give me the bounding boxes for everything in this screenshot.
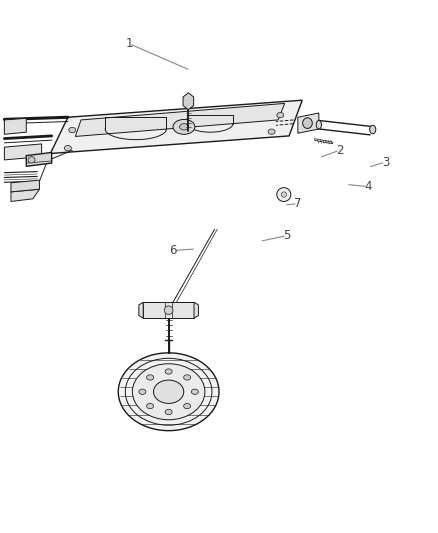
Polygon shape <box>298 113 319 133</box>
Polygon shape <box>194 302 198 318</box>
Ellipse shape <box>303 118 312 128</box>
Polygon shape <box>75 103 285 136</box>
Ellipse shape <box>164 306 173 314</box>
Text: 6: 6 <box>169 244 177 257</box>
Polygon shape <box>4 118 26 134</box>
Ellipse shape <box>165 409 172 415</box>
Polygon shape <box>11 189 39 201</box>
Text: 4: 4 <box>364 180 372 193</box>
Ellipse shape <box>139 389 146 394</box>
Ellipse shape <box>147 403 154 409</box>
Ellipse shape <box>268 129 275 134</box>
Polygon shape <box>143 302 194 318</box>
Ellipse shape <box>191 389 198 394</box>
Text: 3: 3 <box>382 156 389 168</box>
Ellipse shape <box>184 375 191 380</box>
Polygon shape <box>26 152 52 166</box>
Polygon shape <box>139 302 143 318</box>
Ellipse shape <box>28 157 35 163</box>
Ellipse shape <box>147 375 154 380</box>
Ellipse shape <box>180 124 188 130</box>
Ellipse shape <box>184 403 191 409</box>
Ellipse shape <box>370 125 376 134</box>
Text: 1: 1 <box>125 37 133 50</box>
Ellipse shape <box>153 380 184 403</box>
Ellipse shape <box>118 353 219 431</box>
Polygon shape <box>11 180 39 192</box>
Ellipse shape <box>132 364 205 420</box>
Polygon shape <box>4 144 42 160</box>
Text: 7: 7 <box>294 197 302 210</box>
Ellipse shape <box>173 119 195 134</box>
Ellipse shape <box>316 120 321 129</box>
Ellipse shape <box>281 192 286 197</box>
Polygon shape <box>183 93 194 110</box>
Ellipse shape <box>69 127 76 133</box>
Ellipse shape <box>277 188 291 201</box>
Text: 5: 5 <box>283 229 290 242</box>
Polygon shape <box>50 100 302 154</box>
Text: 2: 2 <box>336 144 343 157</box>
Ellipse shape <box>277 112 284 118</box>
Ellipse shape <box>64 146 71 151</box>
Ellipse shape <box>165 369 172 374</box>
